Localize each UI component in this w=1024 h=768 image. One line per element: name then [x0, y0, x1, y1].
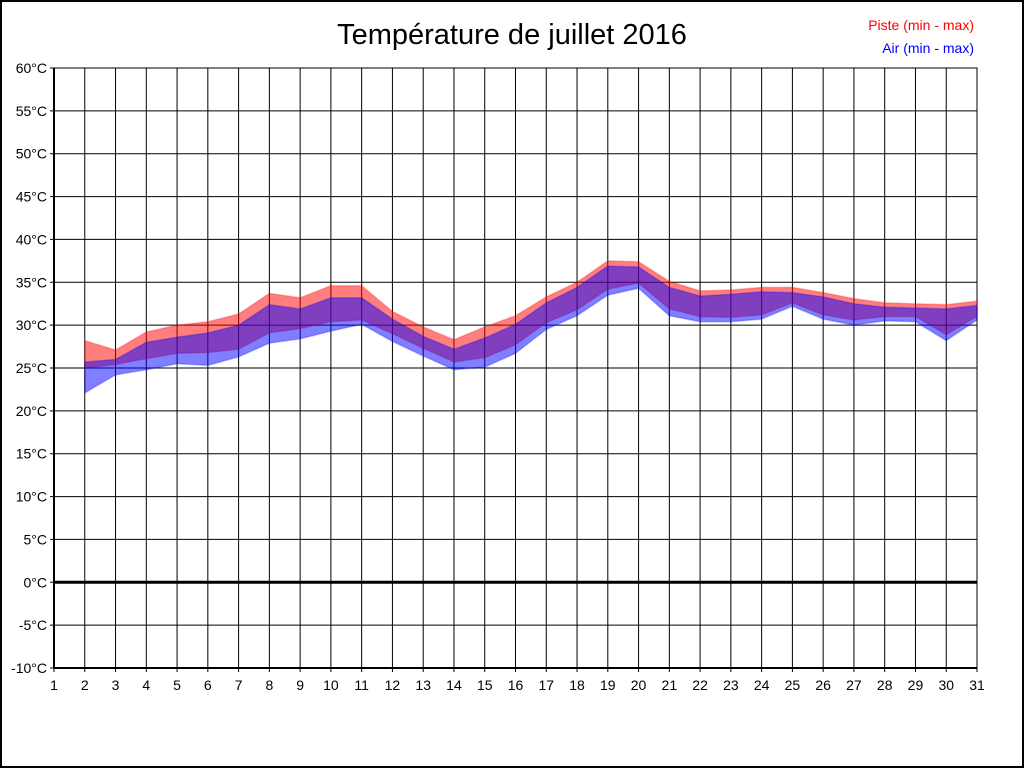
y-tick-label: 50°C: [16, 146, 47, 162]
x-tick-label: 3: [112, 677, 120, 693]
y-tick-label: 25°C: [16, 360, 47, 376]
x-tick-label: 13: [415, 677, 431, 693]
x-tick-label: 14: [446, 677, 462, 693]
legend-item-air: Air (min - max): [882, 40, 974, 56]
band-air: [84, 265, 978, 395]
y-tick-label: 35°C: [16, 274, 47, 290]
x-tick-label: 27: [846, 677, 862, 693]
x-tick-label: 19: [600, 677, 616, 693]
y-tick-label: 20°C: [16, 403, 47, 419]
y-tick-label: 60°C: [16, 60, 47, 76]
y-tick-label: 45°C: [16, 189, 47, 205]
y-tick-label: -5°C: [19, 617, 47, 633]
x-tick-label: 31: [969, 677, 985, 693]
x-tick-label: 10: [323, 677, 339, 693]
x-tick-label: 15: [477, 677, 493, 693]
x-tick-label: 18: [569, 677, 585, 693]
x-tick-label: 7: [235, 677, 243, 693]
x-tick-label: 6: [204, 677, 212, 693]
x-tick-label: 16: [508, 677, 524, 693]
x-tick-label: 9: [296, 677, 304, 693]
x-tick-label: 8: [265, 677, 273, 693]
x-tick-label: 2: [81, 677, 89, 693]
y-tick-label: -10°C: [11, 660, 47, 676]
y-tick-label: 30°C: [16, 317, 47, 333]
x-tick-label: 21: [662, 677, 678, 693]
x-tick-label: 17: [538, 677, 554, 693]
x-tick-label: 11: [354, 677, 369, 693]
x-tick-label: 20: [631, 677, 647, 693]
y-tick-label: 55°C: [16, 103, 47, 119]
legend-item-piste: Piste (min - max): [868, 17, 974, 33]
x-tick-label: 28: [877, 677, 893, 693]
x-tick-label: 1: [50, 677, 58, 693]
x-tick-label: 29: [908, 677, 924, 693]
legend: Piste (min - max) Air (min - max): [868, 14, 974, 60]
y-tick-label: 5°C: [24, 531, 48, 547]
x-tick-label: 26: [815, 677, 831, 693]
x-tick-label: 22: [692, 677, 708, 693]
y-tick-label: 10°C: [16, 489, 47, 505]
x-tick-label: 30: [938, 677, 954, 693]
x-tick-label: 25: [785, 677, 801, 693]
x-tick-label: 23: [723, 677, 739, 693]
y-tick-label: 0°C: [24, 574, 48, 590]
chart-title: Température de juillet 2016: [337, 19, 687, 51]
x-tick-label: 4: [142, 677, 150, 693]
x-tick-label: 5: [173, 677, 181, 693]
y-tick-label: 15°C: [16, 446, 47, 462]
x-tick-label: 24: [754, 677, 770, 693]
y-tick-label: 40°C: [16, 231, 47, 247]
x-tick-label: 12: [385, 677, 401, 693]
